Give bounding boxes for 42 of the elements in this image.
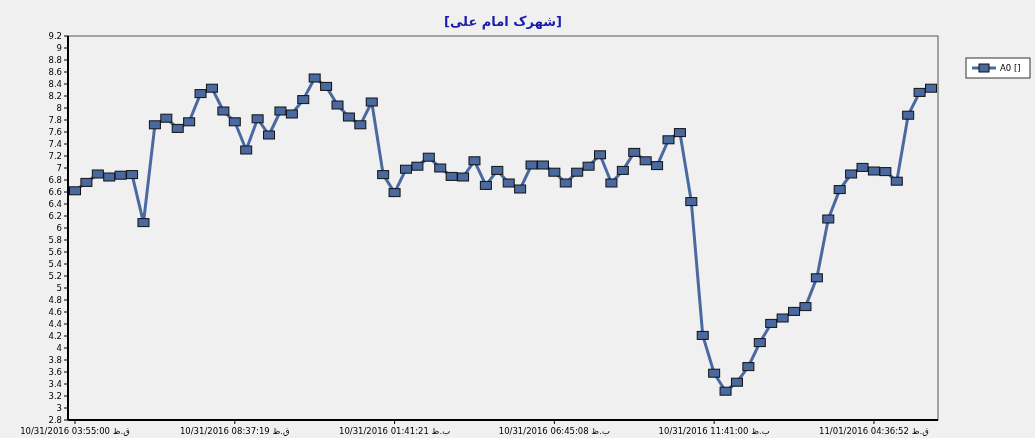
y-tick-label: 3.8	[48, 355, 62, 365]
x-tick-label: 10/31/2016 03:55:00 ق.ظ	[20, 426, 130, 436]
y-tick-label: 6.2	[48, 211, 62, 221]
x-tick-label: 10/31/2016 06:45:08 ب.ظ	[498, 426, 610, 436]
y-tick-label: 3	[56, 403, 62, 413]
y-tick-label: 5.2	[48, 271, 62, 281]
y-tick-label: 6.8	[48, 175, 62, 185]
y-tick-label: 8	[56, 103, 62, 113]
legend-label: A0 []	[1000, 63, 1021, 73]
y-tick-label: 8.6	[48, 67, 62, 77]
y-tick-label: 8.8	[48, 55, 62, 65]
x-tick-label: 11/01/2016 04:36:52 ق.ظ	[819, 426, 929, 436]
x-tick-label: 10/31/2016 01:41:21 ب.ظ	[339, 426, 451, 436]
y-tick-label: 5.6	[48, 247, 62, 257]
y-tick-label: 6.4	[48, 199, 62, 209]
y-tick-label: 7.8	[48, 115, 62, 125]
x-tick-label: 10/31/2016 08:37:19 ق.ظ	[179, 426, 290, 436]
y-tick-label: 9	[56, 43, 62, 53]
y-tick-label: 6	[56, 223, 62, 233]
y-tick-label: 4.2	[48, 331, 62, 341]
y-tick-label: 4	[56, 343, 62, 353]
y-tick-label: 3.4	[48, 379, 62, 389]
y-tick-label: 8.4	[48, 79, 62, 89]
y-tick-label: 2.8	[48, 415, 62, 425]
legend: A0 []	[965, 57, 1031, 79]
y-tick-label: 8.2	[48, 91, 62, 101]
y-tick-label: 7.6	[48, 127, 62, 137]
y-tick-label: 4.6	[48, 307, 62, 317]
y-tick-label: 5	[56, 283, 62, 293]
chart-title: [شهرک امام علی]	[444, 14, 562, 30]
y-tick-label: 3.2	[48, 391, 62, 401]
y-tick-label: 5.8	[48, 235, 62, 245]
y-tick-label: 7.2	[48, 151, 62, 161]
y-tick-label: 4.4	[48, 319, 62, 329]
y-tick-label: 7	[56, 163, 62, 173]
y-tick-label: 3.6	[48, 367, 62, 377]
x-tick-label: 10/31/2016 11:41:00 ب.ظ	[658, 426, 770, 436]
y-tick-label: 9.2	[48, 31, 62, 41]
y-tick-label: 5.4	[48, 259, 62, 269]
y-tick-label: 6.6	[48, 187, 62, 197]
y-tick-label: 4.8	[48, 295, 62, 305]
y-tick-label: 7.4	[48, 139, 62, 149]
